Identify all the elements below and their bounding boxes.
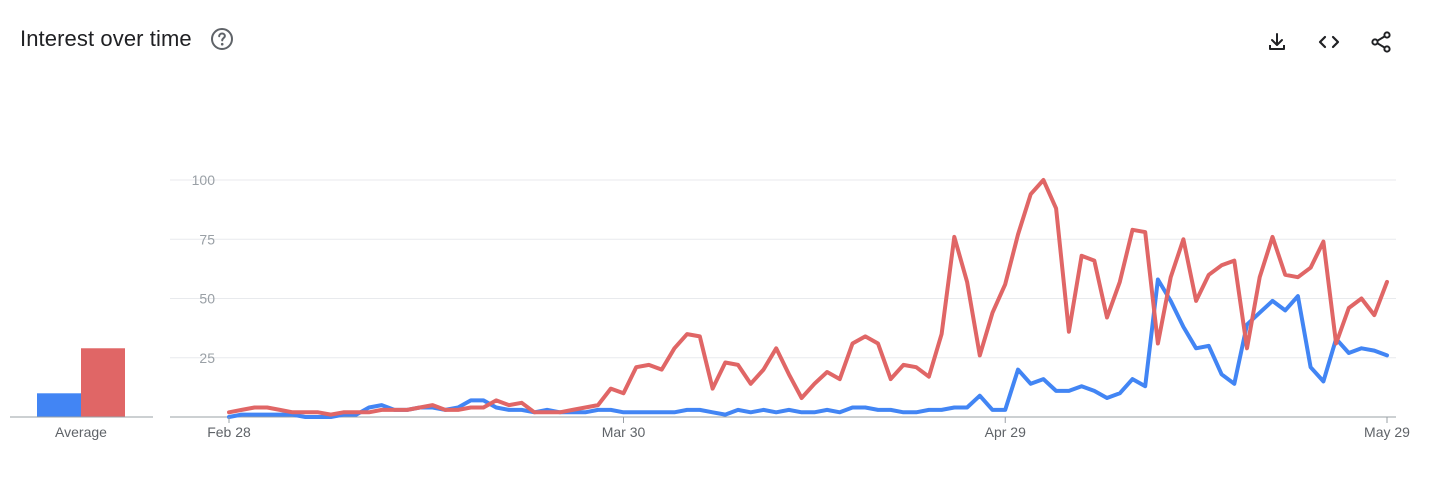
help-circle-icon[interactable] [210, 27, 234, 51]
grid-lines [170, 179, 1396, 418]
series-line-1[interactable] [227, 277, 1389, 419]
y-tick-label: 75 [199, 231, 215, 247]
share-icon[interactable] [1367, 28, 1395, 56]
chart-header: Interest over time [20, 26, 234, 52]
x-tick-label: Mar 30 [602, 424, 646, 440]
x-tick-label: Apr 29 [985, 424, 1026, 440]
x-tick-label: Feb 28 [207, 424, 251, 440]
y-tick-label: 25 [199, 350, 215, 366]
chart-title: Interest over time [20, 26, 192, 51]
y-tick-label: 50 [199, 291, 215, 307]
y-tick-label: 100 [192, 172, 216, 188]
axis-ticks: 25 50 75 100 Feb 28 Mar 30 Apr 29 May 29 [192, 172, 1411, 440]
series-line-2[interactable] [227, 178, 1389, 417]
average-bars: Average [10, 348, 153, 440]
average-label: Average [55, 424, 107, 440]
download-icon[interactable] [1263, 28, 1291, 56]
average-bar-1[interactable] [37, 393, 81, 417]
embed-code-icon[interactable] [1315, 28, 1343, 56]
chart-actions [1263, 28, 1395, 56]
x-tick-label: May 29 [1364, 424, 1410, 440]
average-bar-2[interactable] [81, 348, 125, 417]
series-lines [227, 178, 1389, 419]
